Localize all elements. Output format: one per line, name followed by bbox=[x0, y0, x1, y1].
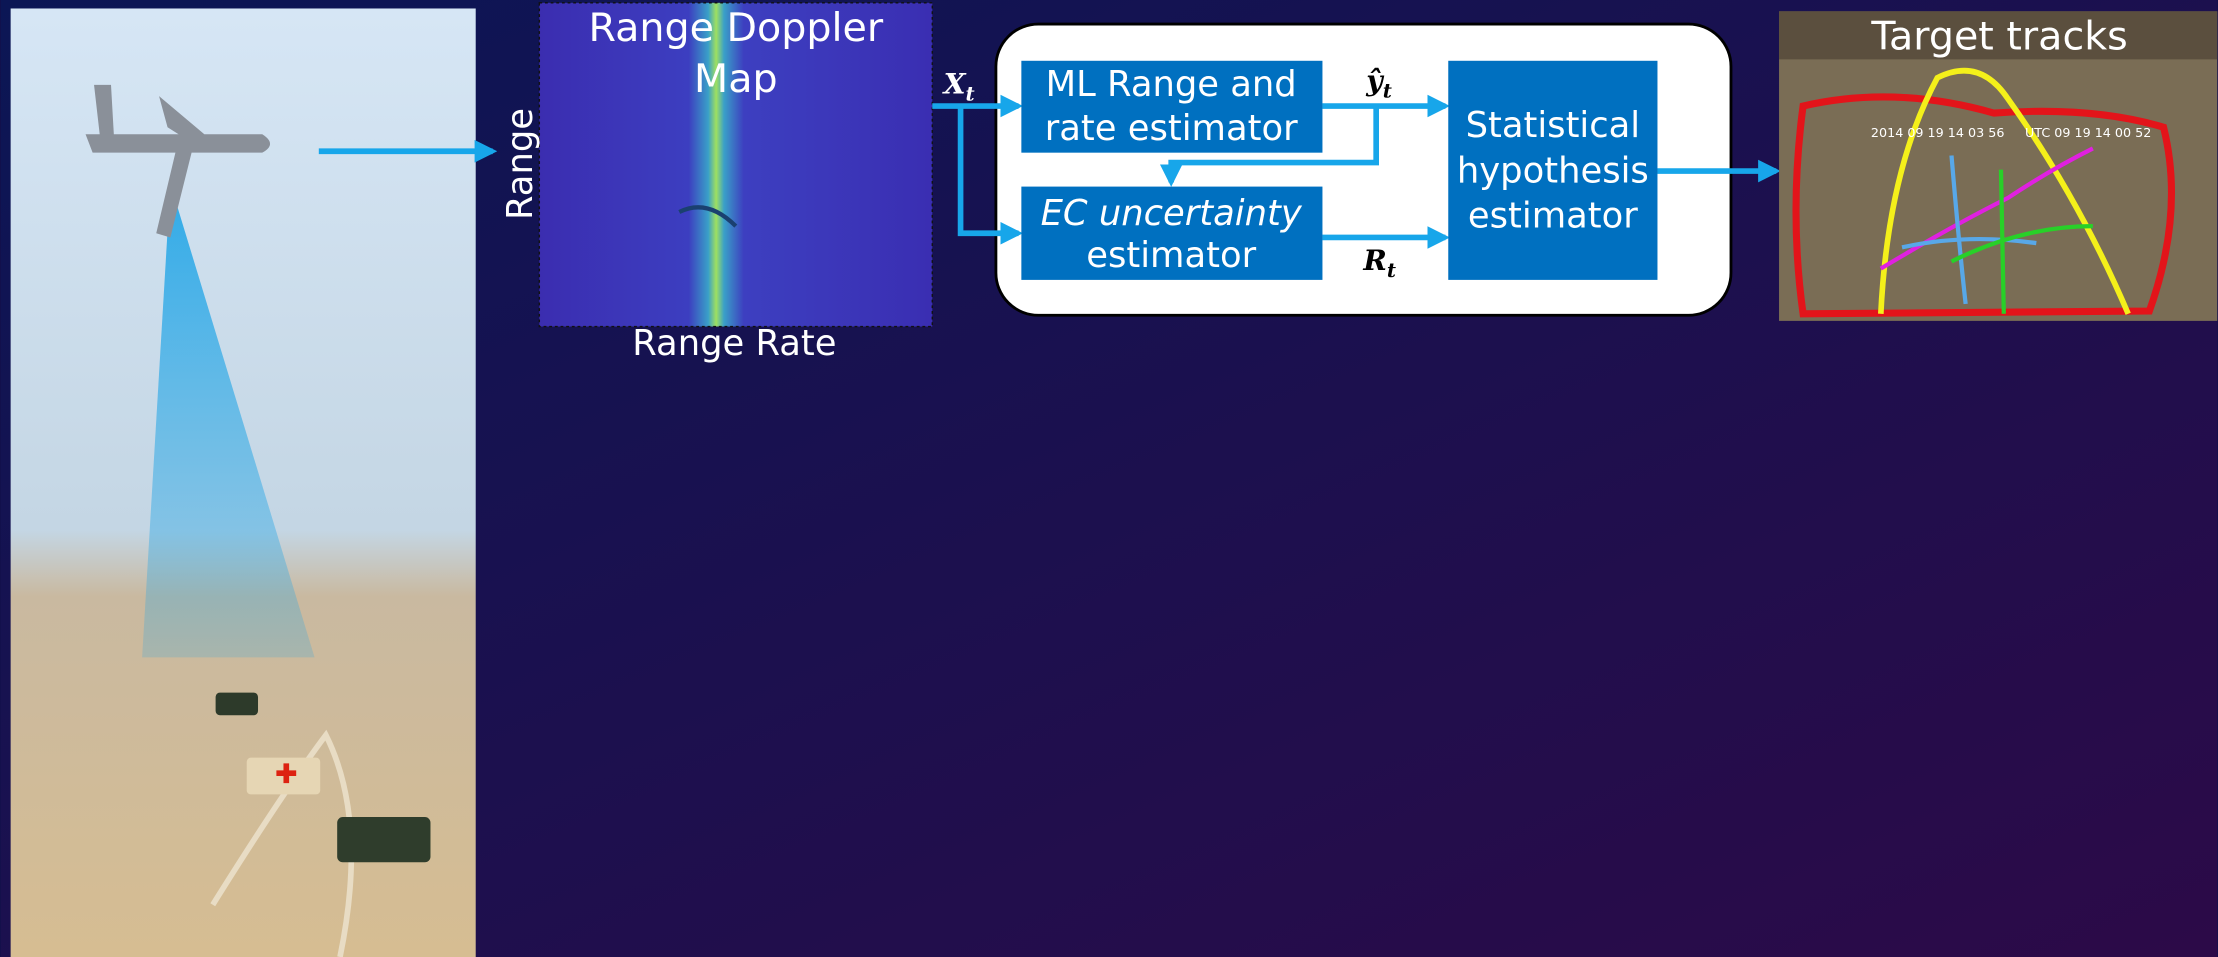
vehicle bbox=[337, 817, 430, 862]
rd-title: Range Doppler bbox=[589, 5, 884, 51]
node-label: EC uncertainty bbox=[1041, 193, 1303, 234]
rd-image bbox=[539, 3, 932, 327]
hypothesis-estimator: Statistical hypothesis estimator bbox=[1448, 61, 1657, 280]
node-label: rate estimator bbox=[1045, 108, 1298, 149]
symbol: R bbox=[1362, 243, 1387, 277]
node-label: hypothesis bbox=[1457, 150, 1649, 191]
ec-estimator: EC uncertainty estimator bbox=[1021, 187, 1322, 280]
target-tracks: Target tracks 2014 09 19 14 03 56 UTC 09… bbox=[1779, 11, 2217, 321]
subscript: t bbox=[1691, 199, 1700, 223]
subscript: t bbox=[1383, 79, 1392, 103]
subscript: t bbox=[1387, 258, 1396, 282]
node-label: ML Range and bbox=[1046, 64, 1297, 105]
node-label: estimator bbox=[1468, 196, 1638, 237]
symbol: P bbox=[1669, 184, 1692, 218]
symbol: X bbox=[942, 66, 967, 100]
vehicle bbox=[216, 693, 258, 716]
map-title: Target tracks bbox=[1870, 13, 2127, 59]
rd-title: Map bbox=[694, 56, 778, 102]
symbol: ẑ bbox=[1672, 126, 1690, 160]
subscript: t bbox=[1689, 141, 1698, 165]
timestamp: UTC 09 19 14 00 52 bbox=[2025, 125, 2151, 140]
node-label: estimator bbox=[1086, 235, 1256, 276]
rd-x-label: Range Rate bbox=[632, 323, 836, 364]
subscript: t bbox=[966, 81, 975, 105]
timestamp: 2014 09 19 14 03 56 bbox=[1871, 125, 2005, 140]
rd-y-label: Range bbox=[500, 108, 541, 220]
slide: Range Doppler Map Range Range Rate ML Ra… bbox=[0, 0, 2218, 957]
ml-estimator: ML Range and rate estimator bbox=[1021, 61, 1322, 153]
range-doppler-map: Range Doppler Map Range Range Rate bbox=[500, 3, 932, 364]
node-label: Statistical bbox=[1466, 105, 1641, 146]
